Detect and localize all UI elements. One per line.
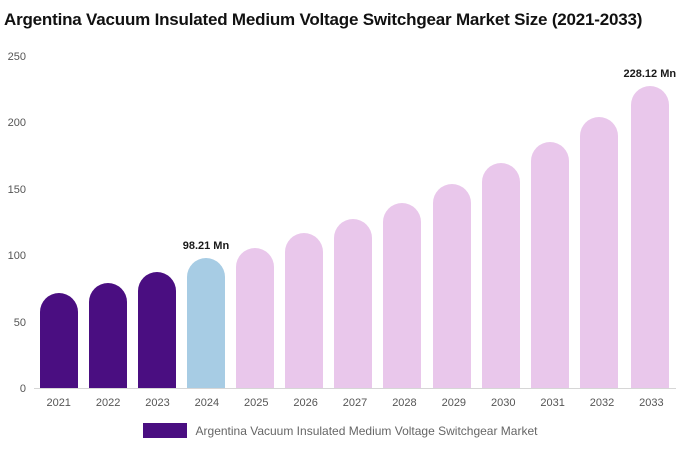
y-axis: 0 50 100 150 200 250 xyxy=(0,51,26,395)
bar-column-2024: 98.21 Mn xyxy=(181,57,230,388)
y-tick-label-0: 0 xyxy=(19,383,26,395)
bar-value-label-2033: 228.12 Mn xyxy=(623,67,677,80)
bar-column-2022 xyxy=(83,57,132,388)
legend-swatch-icon xyxy=(142,423,187,438)
x-axis-label-2030: 2030 xyxy=(490,397,516,409)
bar-2024 xyxy=(186,257,225,388)
x-axis-label-2021: 2021 xyxy=(46,397,71,409)
bar-2021 xyxy=(39,292,78,388)
x-axis-label-2028: 2028 xyxy=(392,397,417,409)
bar-2031 xyxy=(530,141,569,388)
y-tick-label-50: 50 xyxy=(13,316,26,329)
y-tick-label-250: 250 xyxy=(7,51,26,63)
chart-title: Argentina Vacuum Insulated Medium Voltag… xyxy=(4,10,643,29)
bar-2026 xyxy=(285,233,324,388)
bar-2027 xyxy=(334,218,373,388)
x-axis-label-2033: 2033 xyxy=(639,397,664,409)
y-tick-label-100: 100 xyxy=(7,250,26,263)
bar-column-2031 xyxy=(525,57,574,388)
bar-2025 xyxy=(236,247,275,388)
bar-column-2032 xyxy=(574,57,623,388)
x-axis-label-2027: 2027 xyxy=(342,397,368,409)
bar-value-label-2024: 98.21 Mn xyxy=(182,239,230,252)
bar-column-2029 xyxy=(427,57,476,388)
x-axis-label-2023: 2023 xyxy=(145,397,170,409)
x-axis-label-2022: 2022 xyxy=(95,397,121,409)
bar-2022 xyxy=(88,283,127,388)
x-axis-label-2026: 2026 xyxy=(293,397,318,409)
bar-column-2033: 228.12 Mn xyxy=(623,57,677,388)
bar-column-2028 xyxy=(378,57,427,388)
y-tick-label-150: 150 xyxy=(7,183,26,196)
bar-2029 xyxy=(432,184,471,388)
legend: Argentina Vacuum Insulated Medium Voltag… xyxy=(0,423,680,438)
x-axis-labels: 2021 2022 2023 2024 2025 2026 2027 2028 2029 2030… xyxy=(34,389,676,409)
legend-label: Argentina Vacuum Insulated Medium Voltag… xyxy=(195,423,538,438)
plot-row: 0 50 100 150 200 250 98.21 Mn 228.12 Mn xyxy=(0,51,680,395)
bar-2032 xyxy=(579,116,618,388)
bar-column-2027 xyxy=(329,57,378,388)
x-axis-label-2024: 2024 xyxy=(194,397,220,409)
bar-column-2030 xyxy=(476,57,525,388)
x-axis-label-2031: 2031 xyxy=(540,397,565,409)
x-axis-label-2025: 2025 xyxy=(244,397,269,409)
x-axis-label-2029: 2029 xyxy=(441,397,467,409)
bar-2023 xyxy=(137,271,176,388)
bar-2030 xyxy=(481,162,520,388)
bar-2028 xyxy=(383,202,422,388)
bar-column-2021 xyxy=(34,57,83,388)
plot-area: 98.21 Mn 228.12 Mn xyxy=(34,57,676,389)
y-tick-label-200: 200 xyxy=(7,117,26,130)
bar-column-2025 xyxy=(231,57,280,388)
bar-column-2023 xyxy=(132,57,181,388)
x-axis-label-2032: 2032 xyxy=(589,397,615,409)
bar-2033 xyxy=(630,85,669,388)
bar-column-2026 xyxy=(280,57,329,388)
